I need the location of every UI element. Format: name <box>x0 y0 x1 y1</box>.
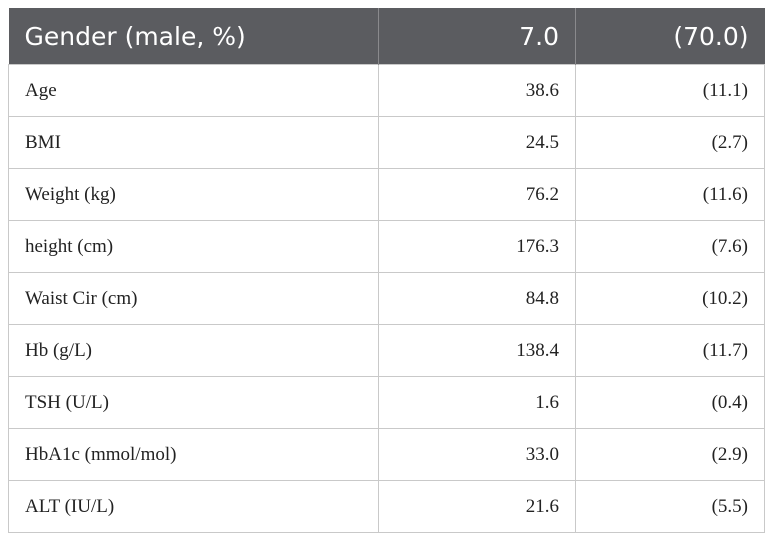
table-row: ALT (IU/L) 21.6 (5.5) <box>8 480 765 533</box>
row-value: 76.2 <box>378 168 576 221</box>
data-table: Gender (male, %) 7.0 (70.0) Age 38.6 (11… <box>8 8 765 533</box>
table-row: BMI 24.5 (2.7) <box>8 116 765 169</box>
table-row: height (cm) 176.3 (7.6) <box>8 220 765 273</box>
row-sd: (2.7) <box>575 116 765 169</box>
table-header: Gender (male, %) 7.0 (70.0) <box>8 8 765 65</box>
row-label: BMI <box>8 116 379 169</box>
table-row: Waist Cir (cm) 84.8 (10.2) <box>8 272 765 325</box>
row-sd: (11.1) <box>575 64 765 117</box>
table-row: HbA1c (mmol/mol) 33.0 (2.9) <box>8 428 765 481</box>
row-value: 38.6 <box>378 64 576 117</box>
row-sd: (7.6) <box>575 220 765 273</box>
row-value: 176.3 <box>378 220 576 273</box>
row-label: Weight (kg) <box>8 168 379 221</box>
row-label: height (cm) <box>8 220 379 273</box>
table-row: Age 38.6 (11.1) <box>8 64 765 117</box>
row-sd: (10.2) <box>575 272 765 325</box>
row-value: 24.5 <box>378 116 576 169</box>
row-sd: (11.6) <box>575 168 765 221</box>
table-row: Hb (g/L) 138.4 (11.7) <box>8 324 765 377</box>
header-row: Gender (male, %) 7.0 (70.0) <box>8 8 765 65</box>
row-value: 33.0 <box>378 428 576 481</box>
row-value: 21.6 <box>378 480 576 533</box>
row-sd: (2.9) <box>575 428 765 481</box>
header-cell-sd: (70.0) <box>575 8 765 65</box>
row-label: Age <box>8 64 379 117</box>
row-label: HbA1c (mmol/mol) <box>8 428 379 481</box>
table-row: Weight (kg) 76.2 (11.6) <box>8 168 765 221</box>
row-label: Hb (g/L) <box>8 324 379 377</box>
header-cell-label: Gender (male, %) <box>8 8 379 65</box>
row-label: Waist Cir (cm) <box>8 272 379 325</box>
row-sd: (11.7) <box>575 324 765 377</box>
row-label: TSH (U/L) <box>8 376 379 429</box>
row-value: 84.8 <box>378 272 576 325</box>
table-row: TSH (U/L) 1.6 (0.4) <box>8 376 765 429</box>
row-value: 138.4 <box>378 324 576 377</box>
row-sd: (0.4) <box>575 376 765 429</box>
row-value: 1.6 <box>378 376 576 429</box>
table-body: Age 38.6 (11.1) BMI 24.5 (2.7) Weight (k… <box>8 64 765 533</box>
header-cell-value: 7.0 <box>378 8 576 65</box>
row-sd: (5.5) <box>575 480 765 533</box>
row-label: ALT (IU/L) <box>8 480 379 533</box>
